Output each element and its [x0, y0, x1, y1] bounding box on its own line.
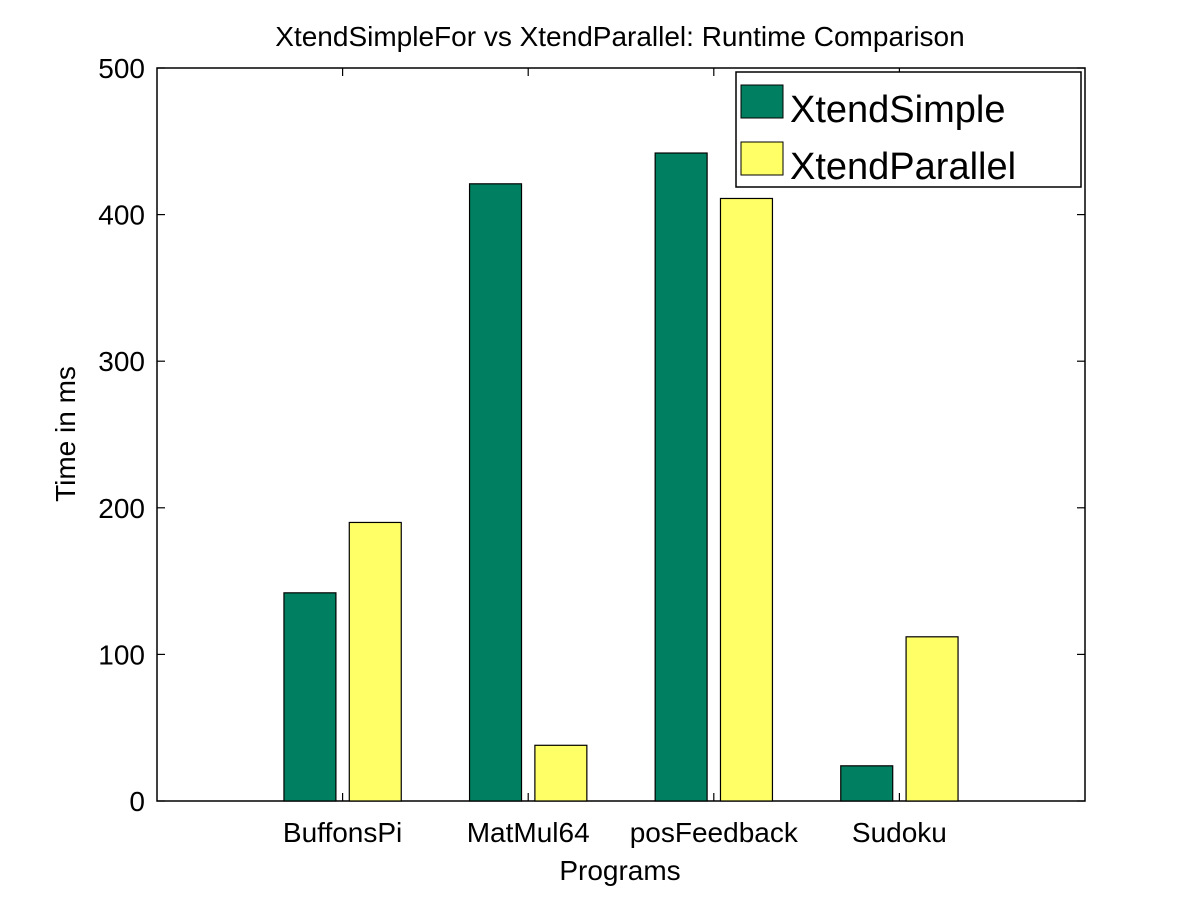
y-tick-label: 500 — [98, 53, 145, 84]
bar-xtendsimple-posfeedback — [654, 152, 708, 802]
bar-xtendparallel-posfeedback — [719, 197, 774, 802]
legend-box — [735, 71, 1082, 188]
legend-swatch-xtendsimple — [740, 84, 784, 119]
x-axis-label: Programs — [559, 855, 680, 886]
y-tick-label: 100 — [98, 639, 145, 670]
y-axis-ticks: 0 100 200 300 400 500 — [98, 53, 1085, 817]
bar-xtendparallel-sudoku — [905, 636, 959, 802]
x-axis-ticks: BuffonsPi MatMul64 posFeedback Sudoku — [283, 68, 947, 848]
legend-label-xtendparallel: XtendParallel — [790, 146, 1016, 188]
bars-group — [283, 152, 959, 802]
x-tick-label: Sudoku — [852, 817, 947, 848]
legend-label-xtendsimple: XtendSimple — [790, 89, 1005, 131]
bar-xtendparallel-buffonspi — [348, 521, 402, 802]
bar-xtendsimple-sudoku — [840, 765, 894, 802]
x-tick-label: BuffonsPi — [283, 817, 402, 848]
legend-swatch-xtendparallel — [740, 141, 784, 176]
bar-xtendparallel-matmul64 — [534, 744, 588, 802]
bar-xtendsimple-matmul64 — [468, 183, 523, 802]
y-tick-label: 300 — [98, 346, 145, 377]
y-tick-label: 400 — [98, 200, 145, 231]
legend: XtendSimple XtendParallel — [735, 71, 1082, 188]
bar-xtendsimple-buffonspi — [283, 592, 337, 802]
y-axis-label: Time in ms — [50, 366, 81, 502]
x-tick-label: MatMul64 — [467, 817, 590, 848]
x-tick-label: posFeedback — [630, 817, 799, 848]
y-tick-label: 200 — [98, 493, 145, 524]
y-tick-label: 0 — [129, 786, 145, 817]
chart-title: XtendSimpleFor vs XtendParallel: Runtime… — [275, 21, 964, 52]
plot-area-frame — [156, 67, 1086, 802]
